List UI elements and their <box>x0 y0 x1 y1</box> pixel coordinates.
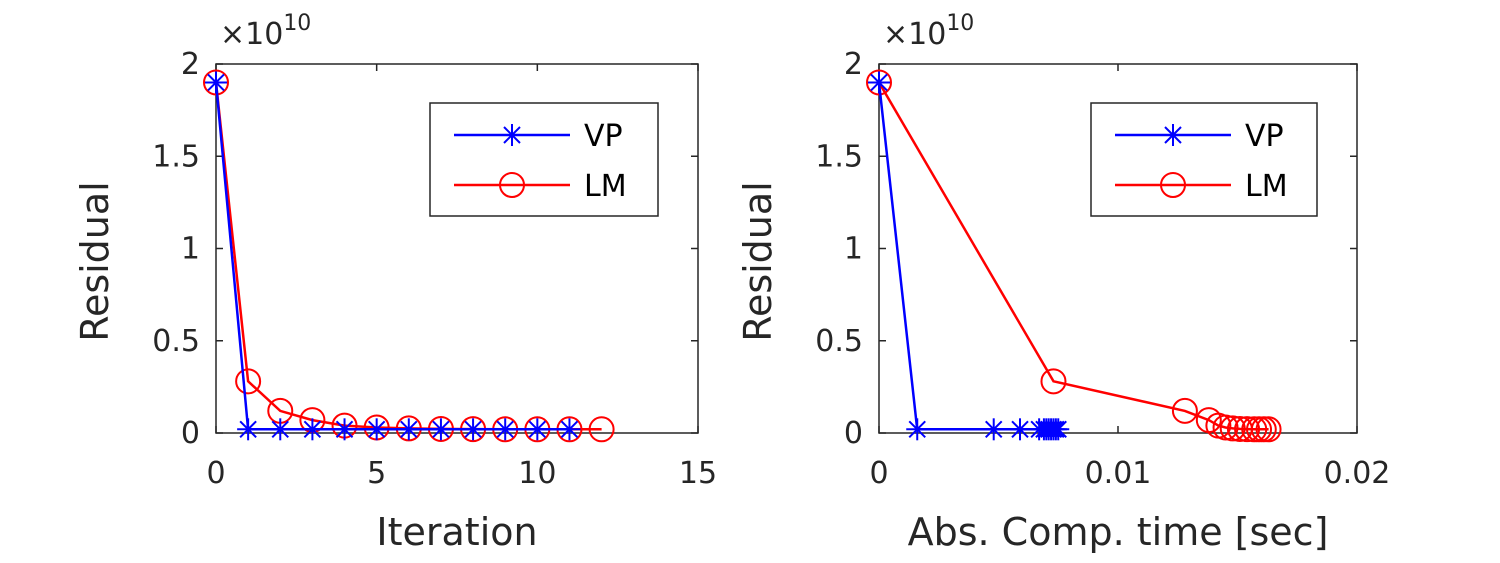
asterisk-stroke <box>528 420 547 439</box>
asterisk-stroke <box>335 420 354 439</box>
data-point-vp <box>301 418 324 441</box>
y-axis-title: Residual <box>736 181 780 341</box>
data-point-vp <box>429 418 452 441</box>
asterisk-stroke <box>908 420 926 439</box>
data-point-vp <box>333 418 356 441</box>
data-point-vp <box>906 418 929 441</box>
chart-panel-2: 0 0.5 1 1.5 2 0 0.01 0.02 ×1010 Abs. Comp. time [… <box>736 11 1390 554</box>
asterisk-stroke <box>271 420 289 439</box>
legend-label-lm: LM <box>1245 169 1288 204</box>
x-tick-label: 0 <box>869 456 888 491</box>
data-point-vp <box>397 418 420 441</box>
legend-marker-lm <box>1160 172 1186 198</box>
data-point-vp <box>1009 418 1032 441</box>
data-point-vp <box>365 418 388 441</box>
y-multiplier-exponent: 10 <box>283 11 311 36</box>
x-tick-label: 0.02 <box>1324 456 1391 491</box>
legend: VP LM <box>429 102 659 217</box>
x-tick-label: 10 <box>518 456 556 491</box>
asterisk-stroke <box>560 420 579 439</box>
asterisk-stroke <box>503 126 521 144</box>
chart-panel-1: 00.511.520 5 10 15×1010IterationResidualVPL… <box>73 11 717 554</box>
legend-marker-vp <box>501 124 523 146</box>
legend-box <box>429 102 659 217</box>
series-lm <box>866 69 1282 443</box>
data-point-vp <box>868 71 890 94</box>
y-tick-label: 2 <box>844 47 863 82</box>
asterisk-stroke <box>303 420 322 439</box>
y-multiplier-label: ×1010 <box>883 11 974 52</box>
y-tick-label: 0.5 <box>815 324 863 359</box>
asterisk-stroke <box>432 420 450 439</box>
asterisk-stroke <box>239 420 257 439</box>
y-tick-label: 1.5 <box>815 139 863 174</box>
y-tick-label: 0.5 <box>152 324 200 359</box>
y-multiplier-label: ×1010 <box>220 11 311 52</box>
asterisk-stroke <box>496 420 514 439</box>
data-point-lm <box>588 416 615 443</box>
data-point-vp <box>982 418 1005 441</box>
legend: VP LM <box>1090 102 1318 217</box>
x-tick-label: 0 <box>206 456 225 491</box>
x-tick-label: 5 <box>367 456 386 491</box>
data-point-lm <box>1255 416 1282 443</box>
data-point-vp <box>1047 418 1070 441</box>
x-tick-label: 0.01 <box>1085 456 1152 491</box>
y-tick-label: 1.5 <box>152 139 200 174</box>
series-vp <box>205 71 581 441</box>
y-tick-label: 1 <box>181 232 200 267</box>
y-multiplier-exponent: 10 <box>946 11 974 36</box>
y-multiplier-prefix: ×10 <box>883 17 946 52</box>
y-tick-label: 1 <box>844 232 863 267</box>
data-point-vp <box>494 418 517 441</box>
data-point-lm <box>866 69 892 96</box>
asterisk-stroke <box>367 420 386 439</box>
legend-box <box>1090 102 1318 217</box>
data-point-vp <box>558 418 581 441</box>
asterisk-stroke <box>1164 126 1182 144</box>
data-point-lm <box>235 368 262 395</box>
asterisk-stroke <box>870 73 888 92</box>
x-axis-title: Iteration <box>376 510 537 554</box>
asterisk-stroke <box>985 420 1003 439</box>
data-point-vp <box>269 418 292 441</box>
data-point-vp <box>237 418 260 441</box>
data-point-vp <box>462 418 485 441</box>
data-point-lm <box>1234 416 1261 443</box>
asterisk-stroke <box>464 420 482 439</box>
legend-label-lm: LM <box>584 169 627 204</box>
legend-marker-vp <box>1162 124 1184 146</box>
asterisk-stroke <box>207 73 225 92</box>
legend-label-vp: VP <box>584 119 623 154</box>
y-tick-label: 0 <box>844 416 863 451</box>
data-point-lm <box>1171 397 1198 424</box>
y-tick-label: 0 <box>181 416 200 451</box>
data-point-lm <box>1219 415 1246 442</box>
y-tick-label: 2 <box>181 47 200 82</box>
asterisk-stroke <box>400 420 418 439</box>
data-point-vp <box>205 71 227 94</box>
x-tick-label: 15 <box>679 456 717 491</box>
legend-marker-lm <box>499 172 525 198</box>
data-point-lm <box>1212 414 1239 441</box>
data-point-lm <box>1040 368 1067 395</box>
asterisk-stroke <box>1011 420 1029 439</box>
data-point-vp <box>526 418 549 441</box>
asterisk-stroke <box>1049 420 1067 439</box>
series-vp <box>868 71 1070 441</box>
y-axis-title: Residual <box>73 181 117 341</box>
x-axis-title: Abs. Comp. time [sec] <box>908 510 1329 554</box>
y-multiplier-prefix: ×10 <box>220 17 283 52</box>
legend-label-vp: VP <box>1245 119 1284 154</box>
